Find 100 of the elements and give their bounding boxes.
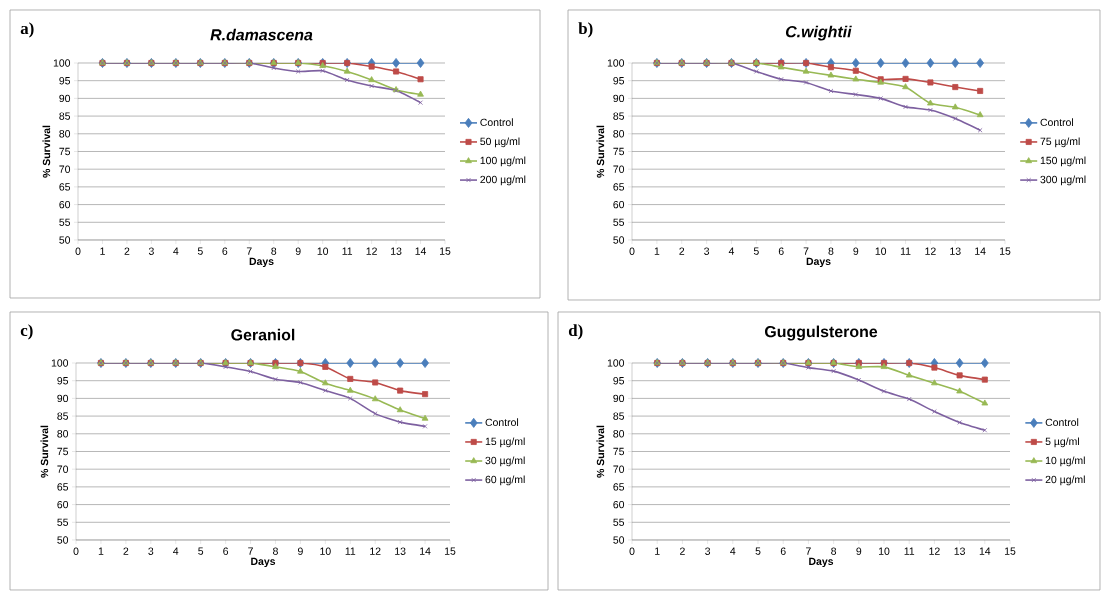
- y-tick-label: 85: [613, 112, 625, 120]
- legend-label: 100 µg/ml: [480, 156, 526, 167]
- y-axis-title: % Survival: [596, 125, 605, 178]
- y-tick-label: 60: [613, 200, 625, 209]
- x-tick-label: 7: [248, 547, 253, 555]
- y-tick-label: 65: [59, 183, 71, 191]
- x-tick-label: 8: [831, 547, 837, 555]
- x-tick-label: 13: [391, 247, 402, 255]
- legend-label: 10 µg/ml: [1045, 456, 1085, 467]
- text: c): [20, 324, 33, 340]
- legend-label: Control: [485, 418, 519, 427]
- y-tick-label: 90: [57, 394, 69, 403]
- x-tick-label: 10: [878, 547, 890, 555]
- y-tick-label: 100: [607, 359, 625, 367]
- y-tick-label: 75: [59, 147, 71, 156]
- x-tick-label: 9: [853, 247, 859, 255]
- x-axis-title: Days: [249, 257, 274, 268]
- y-tick-label: 90: [613, 394, 625, 403]
- x-tick-label: 1: [654, 247, 660, 255]
- y-tick-label: 90: [613, 94, 625, 103]
- y-axis-title: % Survival: [596, 425, 605, 478]
- x-tick-label: 5: [198, 547, 204, 555]
- chart-title: Guggulsterone: [764, 325, 878, 341]
- y-tick-label: 90: [59, 94, 71, 103]
- y-tick-label: 55: [613, 218, 625, 226]
- x-tick-label: 1: [98, 547, 104, 555]
- y-tick-label: 75: [57, 447, 69, 456]
- x-tick-label: 9: [856, 547, 862, 555]
- x-axis-title: Days: [251, 557, 276, 568]
- text: d): [568, 324, 583, 340]
- legend-label: 15 µg/ml: [485, 437, 525, 448]
- y-tick-label: 55: [59, 218, 71, 226]
- x-tick-label: 10: [320, 547, 331, 555]
- x-tick-label: 4: [173, 547, 179, 555]
- y-tick-label: 70: [57, 465, 69, 473]
- x-tick-label: 2: [679, 247, 685, 255]
- y-tick-label: 50: [613, 236, 625, 244]
- y-tick-label: 95: [57, 376, 69, 385]
- y-tick-label: 50: [57, 536, 69, 544]
- legend-label: 75 µg/ml: [1040, 137, 1080, 148]
- x-tick-label: 15: [999, 247, 1011, 255]
- x-tick-label: 14: [975, 247, 986, 255]
- x-tick-label: 14: [415, 247, 427, 255]
- x-tick-label: 5: [753, 247, 759, 255]
- x-tick-label: 6: [780, 547, 786, 555]
- x-tick-label: 8: [271, 247, 277, 255]
- text: b): [578, 22, 593, 38]
- x-tick-label: 5: [197, 247, 203, 255]
- x-axis-title: Days: [806, 257, 831, 268]
- legend-label: Control: [1040, 118, 1074, 127]
- x-tick-label: 12: [370, 547, 381, 555]
- x-tick-label: 7: [803, 247, 809, 255]
- x-tick-label: 9: [297, 547, 303, 555]
- x-tick-label: 13: [950, 247, 961, 255]
- x-tick-label: 7: [806, 547, 811, 555]
- x-tick-label: 10: [317, 247, 329, 255]
- x-tick-label: 11: [904, 547, 915, 555]
- legend-label: 20 µg/ml: [1045, 475, 1085, 486]
- x-tick-label: 9: [295, 247, 301, 255]
- x-tick-label: 8: [828, 247, 834, 255]
- x-tick-label: 2: [124, 247, 130, 255]
- x-tick-label: 14: [979, 547, 991, 555]
- y-tick-label: 80: [613, 130, 625, 138]
- y-tick-label: 95: [613, 376, 625, 385]
- y-tick-label: 65: [613, 483, 625, 491]
- y-tick-label: 85: [613, 412, 625, 420]
- y-tick-label: 80: [59, 130, 71, 138]
- y-tick-label: 100: [53, 59, 71, 67]
- x-tick-label: 0: [629, 247, 635, 255]
- x-tick-label: 0: [75, 247, 81, 255]
- y-tick-label: 75: [613, 147, 625, 156]
- legend-label: Control: [480, 118, 513, 127]
- x-tick-label: 3: [704, 247, 710, 255]
- x-tick-label: 15: [1004, 547, 1016, 555]
- chart-title: Geraniol: [231, 328, 295, 341]
- x-tick-label: 3: [148, 547, 154, 555]
- legend-label: 150 µg/ml: [1040, 156, 1086, 167]
- y-tick-label: 50: [59, 236, 71, 244]
- y-axis-title: % Survival: [42, 125, 51, 178]
- legend-label: 50 µg/ml: [480, 137, 520, 148]
- x-tick-label: 4: [728, 247, 735, 255]
- y-tick-label: 85: [57, 412, 69, 420]
- x-tick-label: 13: [395, 547, 406, 555]
- y-tick-label: 55: [57, 518, 69, 526]
- y-tick-label: 100: [607, 59, 625, 67]
- x-tick-label: 14: [420, 547, 431, 555]
- x-tick-label: 12: [366, 247, 377, 255]
- y-tick-label: 100: [51, 359, 69, 367]
- y-tick-label: 85: [59, 112, 71, 120]
- legend-label: 300 µg/ml: [1040, 175, 1086, 186]
- y-tick-label: 75: [613, 447, 625, 456]
- x-tick-label: 1: [100, 247, 105, 255]
- x-tick-label: 7: [246, 247, 252, 255]
- legend-label: 200 µg/ml: [480, 175, 526, 186]
- legend-label: 5 µg/ml: [1045, 437, 1079, 448]
- x-tick-label: 13: [954, 547, 965, 555]
- y-tick-label: 60: [613, 500, 625, 509]
- legend-label: 60 µg/ml: [485, 475, 525, 486]
- y-tick-label: 80: [57, 430, 69, 438]
- y-tick-label: 95: [613, 76, 625, 85]
